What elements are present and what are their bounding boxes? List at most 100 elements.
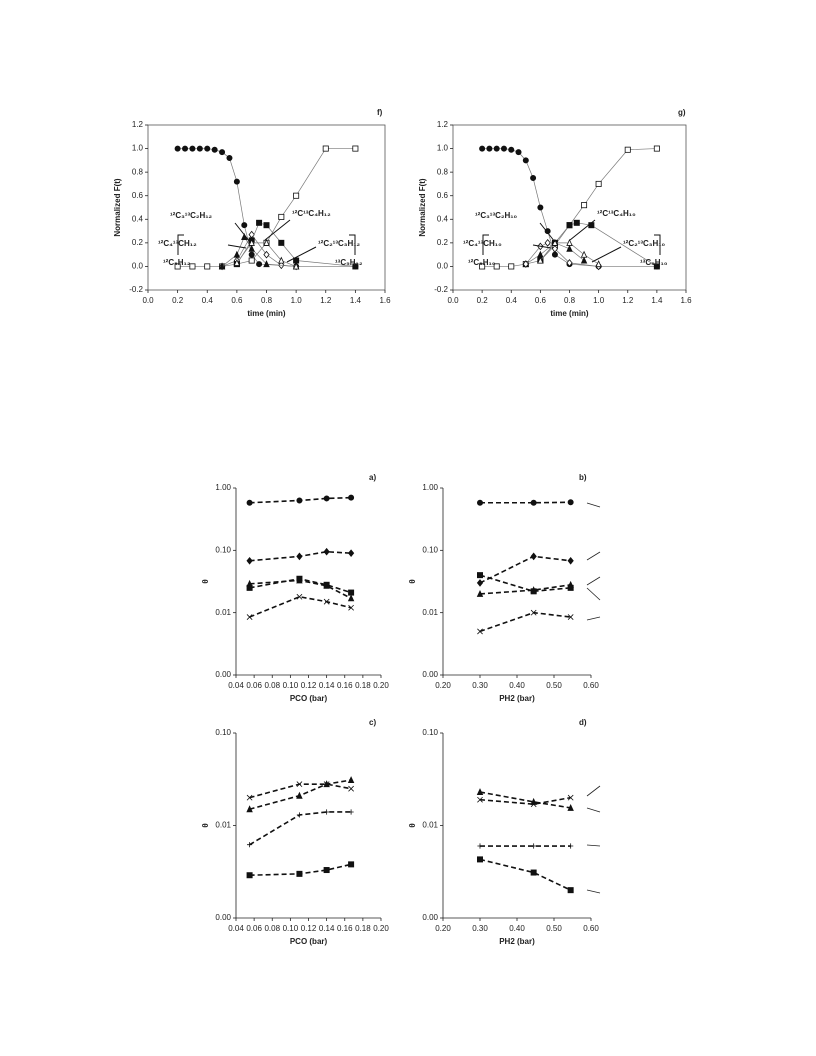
leader — [586, 551, 601, 561]
marker — [530, 499, 537, 506]
marker — [653, 263, 660, 270]
marker — [476, 856, 483, 863]
marker — [567, 887, 574, 894]
leader — [586, 785, 601, 797]
marker — [544, 228, 551, 235]
marker — [537, 256, 544, 264]
y-tick-label: 0.10 — [422, 545, 438, 554]
marker — [248, 238, 255, 246]
marker — [595, 180, 602, 187]
marker — [530, 588, 537, 595]
leader — [586, 844, 601, 847]
marker — [204, 145, 211, 152]
marker — [219, 149, 226, 156]
x-tick-label: 1.0 — [291, 296, 303, 305]
marker — [189, 145, 196, 152]
marker — [196, 145, 203, 152]
x-tick-label: 0.18 — [355, 681, 371, 690]
marker — [508, 263, 515, 270]
y-axis-title: θ — [201, 823, 210, 827]
x-tick-label: 1.2 — [622, 296, 634, 305]
marker — [567, 803, 574, 811]
marker — [293, 192, 300, 199]
x-tick-label: 0.14 — [319, 924, 335, 933]
y-tick-label: 0.00 — [422, 913, 438, 922]
marker — [323, 495, 330, 502]
panel-label: g) — [678, 108, 686, 117]
x-axis-title: PH2 (bar) — [499, 937, 535, 946]
x-tick-label: 0.12 — [301, 924, 317, 933]
y-tick-label: 0.4 — [437, 214, 449, 223]
annotation-leader — [569, 219, 596, 241]
y-tick-label: 0.01 — [422, 608, 438, 617]
marker — [218, 262, 226, 270]
marker — [348, 589, 355, 596]
series-line — [479, 584, 571, 595]
y-tick-label: 0.6 — [132, 191, 144, 200]
x-tick-label: 0.2 — [172, 296, 184, 305]
series-line — [249, 595, 352, 618]
marker — [248, 244, 255, 252]
x-tick-label: 1.4 — [651, 296, 663, 305]
y-tick-label: 1.2 — [437, 120, 449, 129]
marker — [566, 244, 573, 252]
y-tick-label: 0.00 — [215, 913, 231, 922]
series-line — [479, 574, 571, 593]
y-tick-label: 1.00 — [422, 483, 438, 492]
x-tick-label: 0.50 — [546, 924, 562, 933]
x-tick-label: 0.60 — [583, 681, 599, 690]
marker — [174, 145, 181, 152]
marker — [246, 614, 253, 620]
marker — [477, 796, 483, 803]
marker — [530, 869, 537, 876]
annotation: ¹²C₃¹³C₂H₁₀ — [475, 211, 518, 220]
marker — [256, 219, 263, 226]
y-tick-label: 0.2 — [132, 238, 144, 247]
y-tick-label: -0.2 — [434, 285, 448, 294]
marker — [323, 867, 330, 874]
x-tick-label: 0.04 — [228, 924, 244, 933]
marker — [566, 238, 573, 246]
y-tick-label: 0.00 — [422, 670, 438, 679]
y-tick-label: 0.10 — [422, 728, 438, 737]
y-tick-label: 0.0 — [437, 262, 449, 271]
marker — [296, 575, 303, 582]
marker — [323, 598, 330, 605]
x-tick-label: 0.06 — [246, 681, 262, 690]
x-tick-label: 0.40 — [509, 681, 525, 690]
marker — [580, 256, 588, 264]
y-axis-title: Normalized F(t) — [418, 178, 427, 237]
chart: 0.0 0.2 0.4 0.6 0.8 1.0 1.2 1.4 1.6 -0.2 0.0 0.2 0.4… — [418, 108, 692, 318]
series-line — [479, 858, 571, 891]
marker — [531, 843, 537, 849]
marker — [211, 146, 218, 153]
annotation: ¹²C¹³C₄H₁₀ — [597, 209, 636, 218]
marker — [551, 244, 559, 253]
x-tick-label: 0.18 — [355, 924, 371, 933]
marker — [515, 149, 522, 156]
marker — [246, 805, 253, 813]
marker — [233, 178, 240, 185]
marker — [189, 263, 196, 270]
annotation: ¹²C₃¹³C₂H₁₂ — [170, 211, 213, 220]
marker — [348, 494, 355, 501]
series-line — [525, 242, 599, 267]
marker — [226, 154, 233, 161]
marker — [544, 239, 551, 247]
marker — [347, 776, 355, 784]
y-tick-label: 0.8 — [132, 167, 144, 176]
leader — [586, 616, 601, 621]
marker — [246, 499, 253, 506]
annotation-leader — [177, 234, 184, 255]
marker — [566, 259, 573, 267]
marker — [256, 261, 263, 268]
x-tick-label: 0.4 — [202, 296, 214, 305]
marker — [263, 260, 270, 268]
x-tick-label: 0.10 — [283, 681, 299, 690]
y-tick-label: 0.10 — [215, 545, 231, 554]
marker — [508, 146, 515, 153]
x-tick-label: 0.8 — [564, 296, 576, 305]
x-tick-label: 0.12 — [301, 681, 317, 690]
x-tick-label: 0.30 — [472, 924, 488, 933]
x-tick-label: 0.16 — [337, 681, 353, 690]
